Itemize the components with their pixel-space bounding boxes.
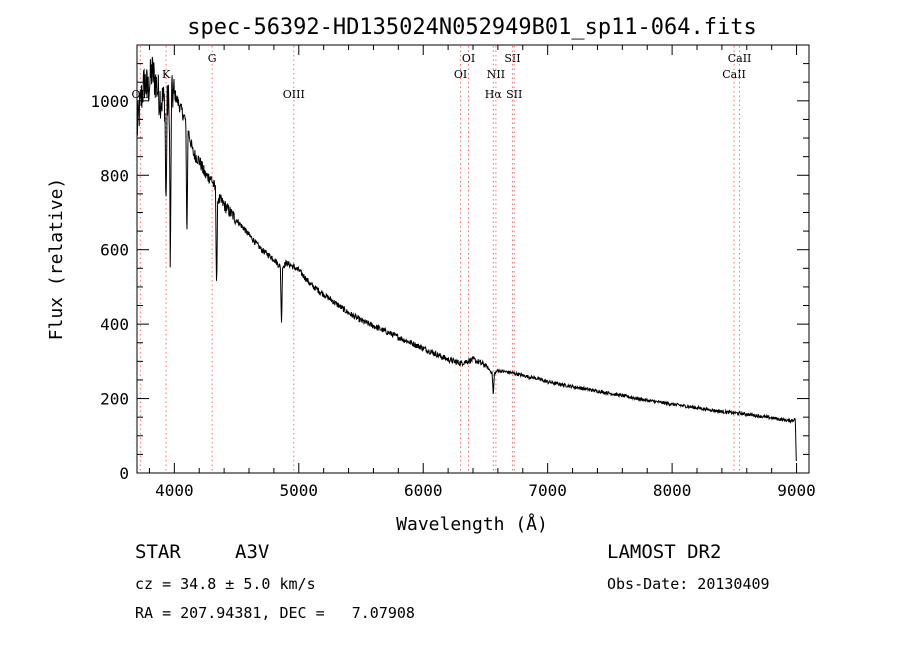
line-marker-label: OI (454, 68, 467, 81)
observation-date: Obs-Date: 20130409 (607, 575, 770, 593)
line-marker-label: SII (504, 52, 520, 65)
y-tick-label: 800 (100, 166, 129, 185)
x-tick-label: 4000 (155, 481, 194, 500)
line-marker-label: G (208, 52, 217, 65)
object-subclass: A3V (235, 541, 270, 563)
survey-release: LAMOST DR2 (607, 541, 722, 563)
line-marker-label: Hα (485, 88, 503, 101)
x-tick-label: 9000 (777, 481, 816, 500)
chart-title: spec-56392-HD135024N052949B01_sp11-064.f… (187, 15, 757, 40)
x-tick-label: 7000 (528, 481, 567, 500)
x-axis: 4000 5000 6000 7000 8000 9000 (148, 45, 816, 500)
y-tick-label: 600 (100, 241, 129, 260)
line-marker-label: OI (462, 52, 475, 65)
y-axis: 0 200 400 600 800 1000 (90, 63, 809, 483)
redshift-readout: cz = 34.8 ± 5.0 km/s (135, 575, 316, 593)
y-tick-label: 1000 (90, 92, 129, 111)
y-tick-label: 0 (119, 464, 129, 483)
y-tick-label: 200 (100, 390, 129, 409)
line-marker-label: CaII (728, 52, 752, 65)
line-marker-label: SII (506, 88, 522, 101)
spectrum-series-line (136, 56, 797, 462)
line-marker-label: OIII (283, 88, 305, 101)
coordinates-readout: RA = 207.94381, DEC = 7.07908 (135, 604, 415, 622)
object-class: STAR (135, 541, 181, 563)
y-tick-label: 400 (100, 315, 129, 334)
line-marker-label: K (162, 68, 171, 81)
x-tick-label: 5000 (280, 481, 319, 500)
x-axis-label: Wavelength (Å) (396, 513, 548, 535)
line-marker-label: CaII (722, 68, 746, 81)
x-tick-label: 8000 (653, 481, 692, 500)
line-marker-label: NII (487, 68, 505, 81)
x-tick-label: 6000 (404, 481, 443, 500)
y-axis-label: Flux (relative) (46, 178, 67, 341)
